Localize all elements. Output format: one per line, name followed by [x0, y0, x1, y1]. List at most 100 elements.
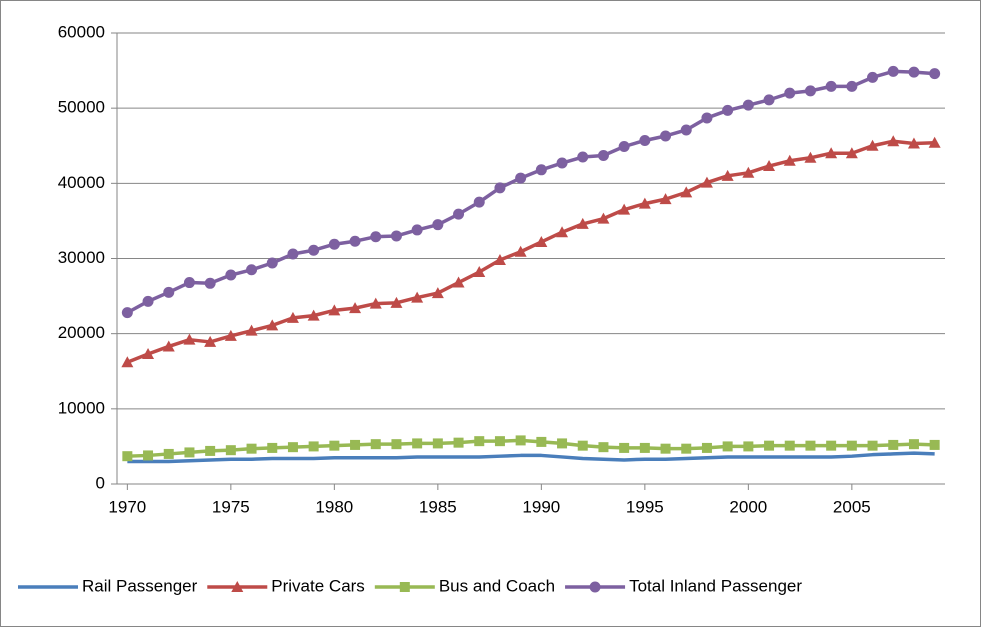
marker — [370, 231, 382, 243]
marker — [183, 333, 196, 345]
marker — [597, 150, 609, 162]
x-tick-label: 1995 — [626, 497, 664, 516]
y-tick-label: 0 — [96, 473, 105, 492]
legend-label: Private Cars — [271, 576, 365, 595]
marker — [908, 439, 919, 450]
marker — [618, 141, 630, 153]
legend-item: Total Inland Passenger — [565, 576, 802, 595]
marker — [535, 235, 548, 247]
marker — [557, 438, 568, 449]
marker — [805, 440, 816, 451]
marker — [245, 324, 258, 336]
marker — [494, 436, 505, 447]
marker — [204, 277, 216, 289]
y-tick-label: 10000 — [58, 398, 105, 417]
marker — [515, 435, 526, 446]
series — [127, 451, 935, 464]
marker — [163, 286, 175, 298]
marker — [618, 203, 631, 215]
legend-label: Total Inland Passenger — [629, 576, 802, 595]
marker — [929, 439, 940, 450]
marker — [846, 80, 858, 92]
marker — [908, 66, 920, 78]
marker — [307, 309, 320, 321]
marker — [743, 441, 754, 452]
marker — [659, 193, 672, 205]
marker — [452, 276, 465, 288]
y-tick-label: 30000 — [58, 248, 105, 267]
marker — [473, 196, 485, 208]
legend-item: Bus and Coach — [374, 576, 555, 595]
marker — [929, 68, 941, 80]
marker — [204, 335, 217, 347]
x-tick-label: 1990 — [522, 497, 560, 516]
marker — [349, 302, 362, 314]
marker — [390, 230, 402, 242]
marker — [286, 311, 299, 323]
marker — [804, 85, 816, 97]
marker — [225, 445, 236, 456]
marker — [266, 319, 279, 331]
marker — [804, 151, 817, 163]
marker — [888, 439, 899, 450]
marker — [826, 440, 837, 451]
marker — [536, 436, 547, 447]
marker — [784, 87, 796, 99]
marker — [680, 186, 693, 198]
marker — [205, 445, 216, 456]
marker — [453, 208, 465, 220]
marker — [887, 65, 899, 77]
marker — [742, 99, 754, 111]
marker — [867, 440, 878, 451]
marker — [494, 182, 506, 194]
marker — [453, 437, 464, 448]
series-line — [127, 438, 935, 458]
marker — [763, 160, 776, 172]
marker — [721, 169, 734, 181]
marker — [411, 291, 424, 303]
marker — [328, 304, 341, 316]
legend-marker — [589, 581, 601, 593]
series — [121, 135, 941, 368]
marker — [474, 436, 485, 447]
marker — [742, 166, 755, 178]
marker — [680, 124, 692, 136]
marker — [390, 296, 403, 308]
marker — [846, 440, 857, 451]
marker — [246, 264, 258, 276]
marker — [287, 248, 299, 260]
marker — [266, 257, 278, 269]
y-tick-label: 40000 — [58, 173, 105, 192]
marker — [619, 442, 630, 453]
marker — [184, 447, 195, 458]
x-tick-label: 1980 — [315, 497, 353, 516]
marker — [535, 164, 547, 176]
marker — [928, 136, 941, 148]
marker — [515, 172, 527, 184]
legend-marker — [399, 582, 410, 592]
marker — [121, 356, 134, 368]
marker — [845, 147, 858, 159]
marker — [825, 147, 838, 159]
marker — [328, 238, 340, 250]
marker — [764, 440, 775, 451]
marker — [432, 438, 443, 449]
marker — [246, 443, 257, 454]
marker — [763, 94, 775, 106]
legend-label: Rail Passenger — [82, 576, 198, 595]
marker — [576, 217, 589, 229]
marker — [681, 443, 692, 454]
y-tick-label: 60000 — [58, 22, 105, 41]
marker — [556, 157, 568, 169]
marker — [597, 212, 610, 224]
marker — [700, 176, 713, 188]
x-tick-label: 2005 — [833, 497, 871, 516]
marker — [349, 235, 361, 247]
marker — [867, 71, 879, 83]
legend-marker — [231, 581, 244, 592]
marker — [142, 347, 155, 359]
marker — [369, 297, 382, 309]
marker — [907, 137, 920, 149]
